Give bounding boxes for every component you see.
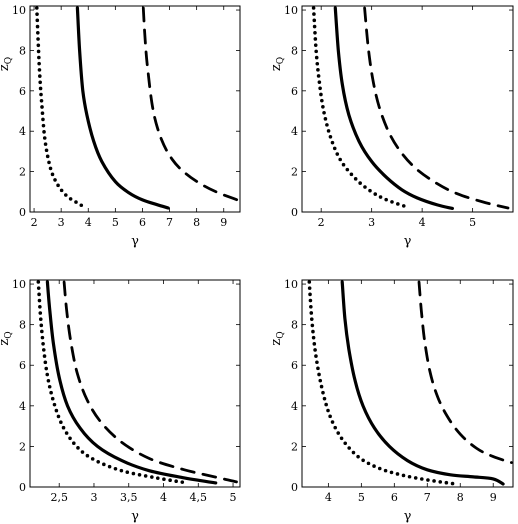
y-axis-label: zQ bbox=[0, 331, 14, 345]
x-tick-label: 3 bbox=[368, 216, 375, 229]
y-tick-label: 8 bbox=[19, 319, 26, 332]
y-axis-label-main: z bbox=[269, 64, 284, 71]
x-axis-label: γ bbox=[404, 509, 412, 524]
series-line-dashed bbox=[417, 280, 513, 464]
y-axis-label-sub: Q bbox=[4, 331, 14, 338]
series-line-solid bbox=[340, 280, 505, 486]
x-tick-label: 3 bbox=[90, 491, 97, 504]
y-tick-label: 6 bbox=[291, 85, 298, 98]
y-axis-label-main: z bbox=[0, 64, 12, 71]
chart-panel-3: 2,5 3 3,5 4 4,5 5 0 2 4 6 8 10 γ zQ bbox=[0, 278, 241, 524]
x-axis-label: γ bbox=[404, 234, 412, 249]
x-tick-label: 7 bbox=[166, 216, 173, 229]
x-tick-label: 2,5 bbox=[50, 491, 68, 504]
x-tick-label: 7 bbox=[424, 491, 431, 504]
series-line-dotted bbox=[307, 280, 458, 486]
x-tick-label: 2 bbox=[318, 216, 325, 229]
y-tick-label: 10 bbox=[12, 4, 26, 17]
x-tick-label: 5 bbox=[358, 491, 365, 504]
y-tick-label: 10 bbox=[284, 4, 298, 17]
y-tick-label: 0 bbox=[291, 481, 298, 494]
chart-panel-4: 4 5 6 7 8 9 0 2 4 6 8 10 γ zQ bbox=[269, 278, 514, 524]
y-tick-label: 2 bbox=[291, 440, 298, 453]
x-tick-label: 4 bbox=[419, 216, 426, 229]
x-tick-label: 6 bbox=[139, 216, 146, 229]
y-tick-label: 4 bbox=[19, 400, 26, 413]
series-line-dashed bbox=[141, 6, 239, 202]
x-axis-label: γ bbox=[131, 509, 139, 524]
y-axis-label-main: z bbox=[269, 339, 284, 346]
y-axis-label-main: z bbox=[0, 339, 12, 346]
x-tick-label: 6 bbox=[391, 491, 398, 504]
y-axis-label-sub: Q bbox=[276, 331, 286, 338]
plot-frame bbox=[29, 279, 241, 488]
x-tick-label: 8 bbox=[457, 491, 464, 504]
x-axis-label: γ bbox=[131, 234, 139, 249]
x-tick-label: 5 bbox=[230, 491, 237, 504]
y-tick-label: 0 bbox=[19, 206, 26, 219]
y-tick-label: 6 bbox=[19, 85, 26, 98]
x-tick-label: 8 bbox=[193, 216, 200, 229]
plot-frame bbox=[29, 5, 241, 213]
x-tick-label: 3,5 bbox=[120, 491, 138, 504]
y-axis-label: zQ bbox=[269, 57, 286, 71]
y-axis-label-sub: Q bbox=[276, 57, 286, 64]
y-axis-label-sub: Q bbox=[4, 57, 14, 64]
series-line-dotted bbox=[36, 280, 187, 485]
y-tick-label: 6 bbox=[19, 359, 26, 372]
y-tick-label: 4 bbox=[291, 125, 298, 138]
x-tick-label: 3 bbox=[58, 216, 65, 229]
y-tick-label: 0 bbox=[19, 481, 26, 494]
series-line-solid bbox=[333, 6, 454, 210]
series-line-solid bbox=[45, 280, 218, 485]
y-tick-label: 4 bbox=[291, 400, 298, 413]
x-tick-label: 4 bbox=[85, 216, 92, 229]
y-tick-label: 0 bbox=[291, 206, 298, 219]
plot-frame bbox=[301, 5, 514, 213]
series-line-dashed bbox=[62, 280, 238, 484]
y-tick-label: 8 bbox=[19, 44, 26, 57]
y-axis-label: zQ bbox=[0, 57, 14, 71]
y-tick-label: 2 bbox=[19, 440, 26, 453]
x-tick-label: 5 bbox=[112, 216, 119, 229]
y-tick-label: 8 bbox=[291, 44, 298, 57]
plot-frame bbox=[301, 279, 514, 488]
x-tick-label: 4,5 bbox=[190, 491, 208, 504]
y-tick-label: 10 bbox=[284, 278, 298, 291]
x-tick-label: 5 bbox=[469, 216, 476, 229]
x-tick-label: 9 bbox=[490, 491, 497, 504]
y-tick-label: 6 bbox=[291, 359, 298, 372]
series-line-solid bbox=[75, 6, 170, 210]
chart-panel-1: 234567890246810γzQ bbox=[0, 4, 241, 249]
x-tick-label: 4 bbox=[160, 491, 167, 504]
y-tick-label: 2 bbox=[19, 166, 26, 179]
y-tick-label: 10 bbox=[12, 278, 26, 291]
y-axis-label: zQ bbox=[269, 331, 286, 345]
chart-panel-2: 2 3 4 5 0 2 4 6 8 10 γ zQ bbox=[269, 4, 514, 249]
y-tick-label: 8 bbox=[291, 319, 298, 332]
x-tick-label: 9 bbox=[220, 216, 227, 229]
x-tick-label: 4 bbox=[325, 491, 332, 504]
series-line-dashed bbox=[363, 6, 510, 210]
y-tick-label: 2 bbox=[291, 166, 298, 179]
x-tick-label: 2 bbox=[31, 216, 38, 229]
series-line-dotted bbox=[35, 6, 86, 209]
y-tick-label: 4 bbox=[19, 125, 26, 138]
